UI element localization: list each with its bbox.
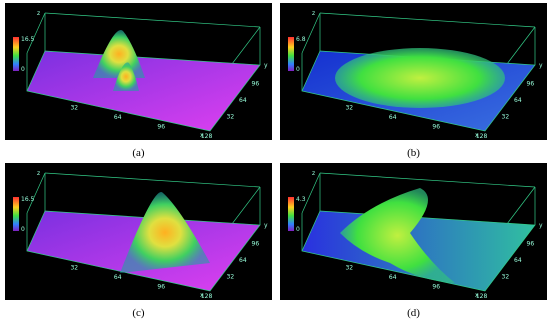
box-edge bbox=[44, 12, 261, 28]
y-tick-label: 32 bbox=[227, 114, 235, 121]
x-tick-label: 96 bbox=[432, 124, 440, 131]
x-tick-label: 32 bbox=[345, 105, 353, 112]
box-edge bbox=[301, 172, 321, 214]
y-axis-label: y bbox=[264, 222, 268, 229]
x-tick-label: 64 bbox=[114, 114, 122, 121]
y-axis-label: y bbox=[264, 62, 268, 69]
x-axis-label: x bbox=[475, 292, 479, 299]
caption: (d) bbox=[407, 307, 420, 319]
z-axis-label: z bbox=[37, 170, 40, 177]
x-axis-label: x bbox=[475, 132, 479, 139]
x-axis-label: x bbox=[200, 292, 204, 299]
x-tick-label: 96 bbox=[157, 124, 165, 131]
x-tick-label: 128 bbox=[476, 133, 488, 140]
panel: 4.3 0 32 64 96 128 32 64 96 x y z bbox=[280, 163, 547, 300]
colorbar bbox=[288, 197, 294, 231]
x-tick-label: 96 bbox=[157, 284, 165, 291]
y-tick-label: 96 bbox=[252, 241, 260, 248]
caption: (c) bbox=[132, 307, 145, 319]
y-axis-label: y bbox=[539, 222, 543, 229]
colorbar bbox=[13, 197, 19, 231]
colorbar-label: 0 bbox=[296, 226, 300, 233]
y-tick-label: 64 bbox=[514, 97, 522, 104]
box-edge bbox=[26, 172, 46, 214]
panel: 6.8 0 32 64 96 128 32 64 96 x y z bbox=[280, 3, 547, 140]
z-axis-label: z bbox=[312, 10, 315, 17]
colorbar bbox=[288, 37, 294, 71]
y-tick-label: 64 bbox=[514, 257, 522, 264]
colorbar-label: 16.5 bbox=[21, 36, 35, 43]
peak bbox=[113, 62, 139, 91]
z-axis-label: z bbox=[37, 10, 40, 17]
colorbar-label: 4.3 bbox=[296, 196, 306, 203]
x-tick-label: 96 bbox=[432, 284, 440, 291]
blob bbox=[335, 48, 505, 108]
caption: (b) bbox=[407, 147, 420, 159]
x-tick-label: 64 bbox=[114, 274, 122, 281]
y-tick-label: 32 bbox=[227, 274, 235, 281]
y-tick-label: 64 bbox=[239, 257, 247, 264]
x-tick-label: 32 bbox=[70, 105, 78, 112]
x-axis-label: x bbox=[200, 132, 204, 139]
panel: 16.5 0 32 64 96 128 32 64 96 x y z bbox=[5, 3, 272, 140]
x-tick-label: 64 bbox=[389, 274, 397, 281]
box-edge bbox=[319, 12, 536, 28]
colorbar-label: 0 bbox=[296, 66, 300, 73]
y-axis-label: y bbox=[539, 62, 543, 69]
y-tick-label: 64 bbox=[239, 97, 247, 104]
colorbar-label: 0 bbox=[21, 226, 25, 233]
peak bbox=[120, 192, 210, 273]
x-tick-label: 128 bbox=[476, 293, 488, 300]
x-tick-label: 32 bbox=[70, 265, 78, 272]
blob bbox=[340, 188, 455, 283]
y-tick-label: 96 bbox=[252, 81, 260, 88]
peak bbox=[93, 29, 145, 78]
y-tick-label: 32 bbox=[502, 274, 510, 281]
colorbar-label: 0 bbox=[21, 66, 25, 73]
colorbar-label: 16.5 bbox=[21, 196, 35, 203]
box-edge bbox=[319, 172, 536, 188]
box-edge bbox=[44, 172, 261, 188]
y-tick-label: 96 bbox=[527, 81, 535, 88]
x-tick-label: 64 bbox=[389, 114, 397, 121]
box-edge bbox=[26, 12, 46, 54]
colorbar bbox=[13, 37, 19, 71]
x-tick-label: 32 bbox=[345, 265, 353, 272]
surface bbox=[26, 50, 261, 132]
box-edge bbox=[301, 12, 321, 54]
y-tick-label: 96 bbox=[527, 241, 535, 248]
panel: 16.5 0 32 64 96 128 32 64 96 x y z bbox=[5, 163, 272, 300]
z-axis-label: z bbox=[312, 170, 315, 177]
caption: (a) bbox=[132, 147, 145, 159]
x-tick-label: 128 bbox=[201, 293, 213, 300]
colorbar-label: 6.8 bbox=[296, 36, 306, 43]
x-tick-label: 128 bbox=[201, 133, 213, 140]
y-tick-label: 32 bbox=[502, 114, 510, 121]
